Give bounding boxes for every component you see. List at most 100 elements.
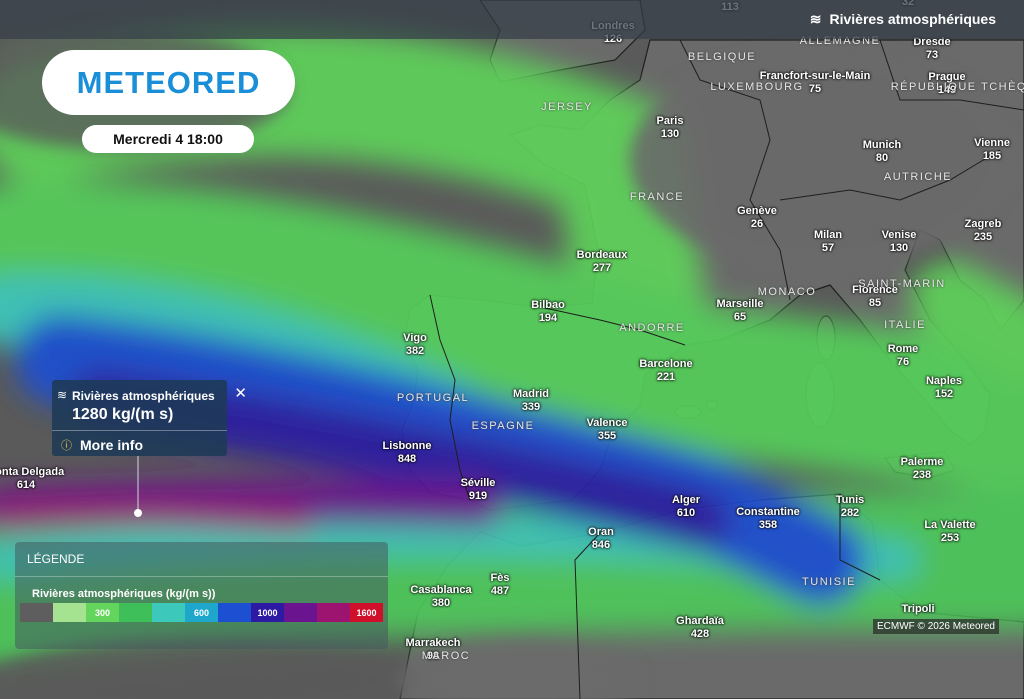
legend-tick-label: 600 — [193, 607, 210, 618]
legend-swatch — [218, 603, 251, 622]
city-value: 428 — [690, 628, 710, 640]
city-label: Naples 152 — [926, 375, 962, 401]
legend-separator — [15, 576, 388, 577]
city-label: Milan 57 — [814, 229, 842, 255]
city-label: Florence 85 — [852, 284, 898, 310]
city-name: Dresde — [913, 36, 951, 48]
city-label: Madrid 339 — [513, 388, 549, 414]
city-label: Genève 26 — [737, 205, 777, 231]
city-name: Oran — [588, 526, 614, 538]
city-name: Vienne — [974, 137, 1010, 149]
city-label: Palerme 238 — [901, 456, 944, 482]
legend-tick-label: 300 — [94, 607, 111, 618]
city-name: Zagreb — [964, 218, 1002, 230]
country-label: AUTRICHE — [883, 171, 953, 183]
city-name: Lisbonne — [382, 440, 432, 452]
city-value: 221 — [656, 371, 676, 383]
legend-swatch — [53, 603, 86, 622]
legend-swatch — [152, 603, 185, 622]
city-label: Rome 76 — [888, 343, 919, 369]
city-value: 253 — [940, 532, 960, 544]
city-label: Tripoli — [902, 603, 935, 616]
city-label: Vienne 185 — [974, 137, 1010, 163]
top-bar: ≋ Rivières atmosphériques — [0, 0, 1024, 39]
country-label: TUNISIE — [802, 576, 856, 588]
city-value: 75 — [808, 83, 822, 95]
layer-title[interactable]: ≋ Rivières atmosphériques — [809, 11, 996, 27]
city-label: Alger 610 — [672, 494, 700, 520]
legend-tick-label: 1600 — [356, 607, 377, 618]
legend-heading: LÉGENDE — [27, 552, 85, 566]
city-name: Naples — [925, 375, 963, 387]
city-value: 76 — [896, 356, 910, 368]
city-name: Francfort-sur-le-Main — [759, 70, 871, 82]
legend-swatch: 1600 — [350, 603, 383, 622]
city-label: Casablanca 380 — [410, 584, 471, 610]
logo[interactable]: METEORED — [42, 50, 295, 115]
city-value: 487 — [490, 585, 510, 597]
city-value: 339 — [521, 401, 541, 413]
country-label: FRANCE — [629, 191, 685, 203]
legend-swatch: 600 — [185, 603, 218, 622]
city-label: La Valette 253 — [924, 519, 975, 545]
legend-ramp: 300 600 1000 1600 — [20, 603, 383, 622]
city-value: 149 — [937, 84, 957, 96]
city-label: Dresde 73 — [913, 36, 950, 62]
city-name: Genève — [737, 205, 777, 217]
city-name: Bordeaux — [576, 249, 628, 261]
city-name: Marseille — [716, 298, 764, 310]
popup-value: 1280 kg/(m s) — [72, 406, 174, 423]
city-label: Zagreb 235 — [965, 218, 1002, 244]
layer-title-text: Rivières atmosphériques — [829, 11, 996, 27]
city-name: Séville — [460, 477, 496, 489]
legend-tick-label: 1000 — [257, 607, 278, 618]
date-pill[interactable]: Mercredi 4 18:00 — [82, 125, 254, 153]
city-name: Constantine — [736, 506, 800, 518]
city-name: Rome — [887, 343, 919, 355]
country-label: JERSEY — [541, 101, 593, 113]
country-label: SAINT-MARIN — [858, 278, 946, 290]
city-name: Tunis — [835, 494, 865, 506]
legend-swatch: 1000 — [251, 603, 284, 622]
legend-swatch — [119, 603, 152, 622]
city-value: 185 — [982, 150, 1002, 162]
city-label: Prague 149 — [928, 71, 965, 97]
city-label: Séville 919 — [461, 477, 496, 503]
city-label: Fès 487 — [491, 572, 510, 598]
city-name: Venise — [881, 229, 917, 241]
city-label: Vigo 382 — [403, 332, 427, 358]
city-name: Marrakech — [405, 637, 461, 649]
city-name: Ponta Delgada — [0, 466, 65, 478]
city-name: Prague — [928, 71, 966, 83]
city-name: Alger — [671, 494, 701, 506]
country-label: ITALIE — [884, 319, 926, 331]
city-value: 846 — [591, 539, 611, 551]
city-label: Bilbao 194 — [531, 299, 565, 325]
city-name: Fès — [490, 572, 510, 584]
city-value: 130 — [660, 128, 680, 140]
country-label: BELGIQUE — [687, 51, 757, 63]
city-label: Constantine 358 — [736, 506, 800, 532]
city-value: 382 — [405, 345, 425, 357]
country-label: MAROC — [421, 650, 471, 662]
country-label: RÉPUBLIQUE TCHÈQUE — [890, 81, 1024, 93]
city-value: 238 — [912, 469, 932, 481]
popup: ≋ Rivières atmosphériques ✕ 1280 kg/(m s… — [52, 380, 247, 456]
borders — [429, 39, 1024, 699]
city-value: 282 — [840, 507, 860, 519]
city-label: Lisbonne 848 — [383, 440, 432, 466]
city-value: 355 — [597, 430, 617, 442]
country-label: MONACO — [757, 286, 817, 298]
city-value: 848 — [397, 453, 417, 465]
city-name: Barcelone — [639, 358, 693, 370]
city-value: 26 — [750, 218, 764, 230]
legend-swatch: 300 — [86, 603, 119, 622]
popup-close[interactable]: ✕ — [234, 385, 247, 402]
city-name: Vigo — [403, 332, 427, 344]
city-label: Ghardaïa 428 — [676, 615, 724, 641]
city-value: 610 — [676, 507, 696, 519]
more-info[interactable]: More info — [80, 437, 143, 453]
popup-icon: ≋ — [57, 388, 68, 402]
city-value: 130 — [889, 242, 909, 254]
